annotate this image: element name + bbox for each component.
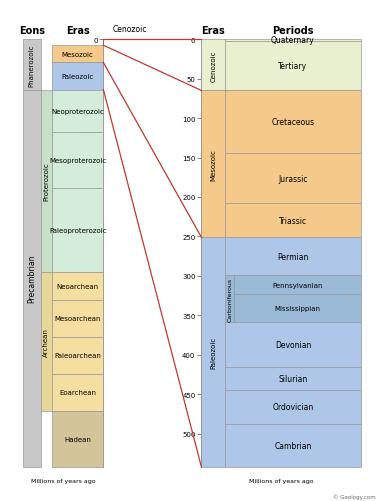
Text: Ordovician: Ordovician [272, 403, 314, 411]
Text: Silurian: Silurian [279, 374, 307, 383]
Text: Jurassic: Jurassic [278, 174, 308, 183]
Text: Carboniferous: Carboniferous [227, 277, 232, 321]
Text: Pennsylvanian: Pennsylvanian [272, 282, 323, 288]
Text: Millions of years ago: Millions of years ago [31, 478, 95, 483]
Text: Neoproterozoic: Neoproterozoic [51, 109, 104, 115]
Text: Phanerozoic: Phanerozoic [29, 44, 35, 86]
Text: Mesozoic: Mesozoic [210, 149, 216, 180]
Text: Mesoarchean: Mesoarchean [54, 316, 101, 322]
Text: Eoarchean: Eoarchean [59, 390, 96, 396]
Text: Cenozoic: Cenozoic [210, 50, 216, 81]
Text: Neoarchean: Neoarchean [57, 283, 99, 289]
Text: Proterozoic: Proterozoic [43, 162, 49, 200]
Text: Tertiary: Tertiary [279, 62, 307, 71]
Text: Paleozoic: Paleozoic [62, 74, 94, 80]
Text: Devonian: Devonian [275, 341, 311, 350]
Text: Paleozoic: Paleozoic [210, 336, 216, 368]
Text: Mesoproterozoic: Mesoproterozoic [49, 158, 106, 164]
Text: Mesozoic: Mesozoic [62, 52, 93, 58]
Text: Cenozoic: Cenozoic [113, 25, 147, 34]
Text: Mississippian: Mississippian [275, 306, 321, 312]
Text: Cambrian: Cambrian [274, 441, 312, 450]
Text: Hadean: Hadean [64, 436, 91, 442]
Text: Eras: Eras [66, 26, 90, 36]
Text: Periods: Periods [272, 26, 314, 36]
Text: Eras: Eras [201, 26, 225, 36]
Text: Cretaceous: Cretaceous [271, 118, 315, 127]
Text: Permian: Permian [277, 252, 309, 261]
Text: Paleoproterozoic: Paleoproterozoic [49, 227, 106, 233]
Text: Precambrian: Precambrian [27, 255, 36, 303]
Text: Millions of years ago: Millions of years ago [249, 478, 314, 483]
Text: Paleoarchean: Paleoarchean [54, 353, 101, 359]
Text: Triassic: Triassic [279, 216, 307, 225]
Text: Quaternary: Quaternary [271, 37, 315, 46]
Text: Archean: Archean [43, 327, 49, 356]
Text: Eons: Eons [19, 26, 45, 36]
Text: © Geology.com: © Geology.com [334, 494, 376, 499]
